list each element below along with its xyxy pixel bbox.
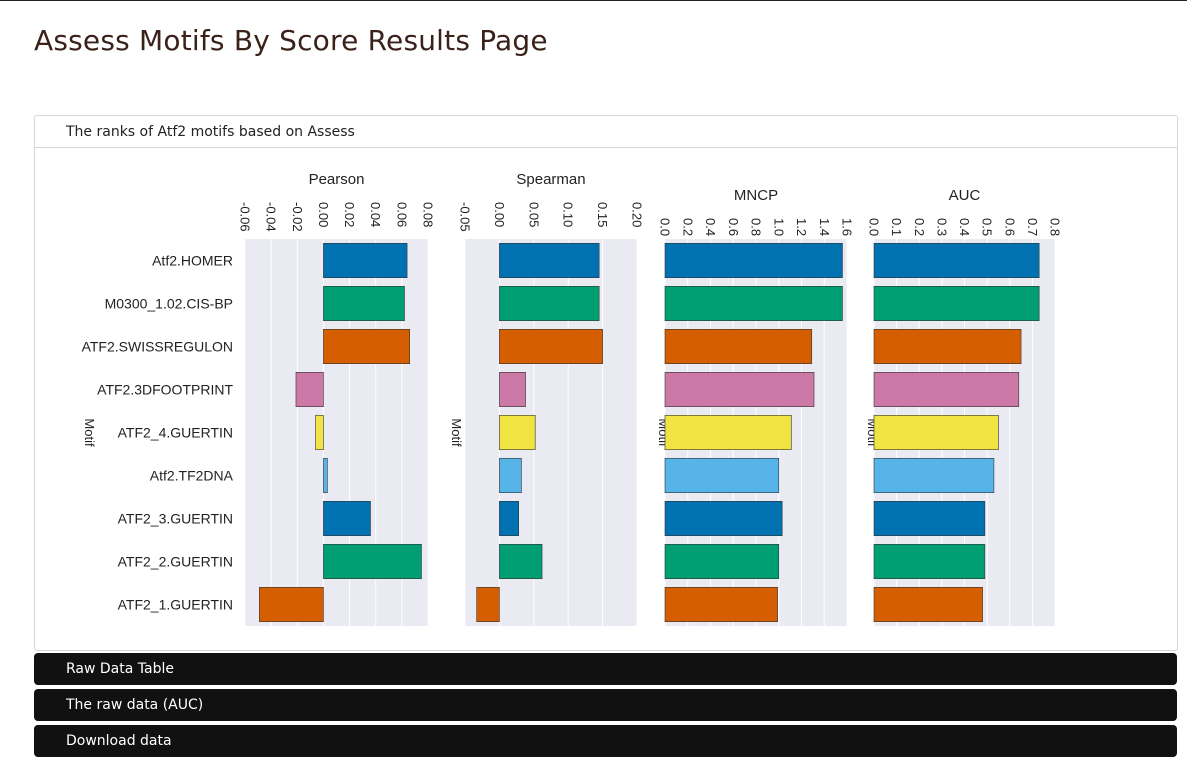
x-tick-label: 0.2 bbox=[912, 218, 927, 236]
bar bbox=[664, 500, 783, 536]
x-tick-label: 0.10 bbox=[561, 202, 576, 227]
bar bbox=[873, 415, 999, 451]
category-label: M0300_1.02.CIS-BP bbox=[105, 296, 233, 312]
x-tick-label: 0.4 bbox=[703, 218, 718, 236]
x-tick-label: 0.1 bbox=[889, 218, 904, 236]
category-label: ATF2.3DFOOTPRINT bbox=[97, 382, 233, 398]
x-tick-label: 0.3 bbox=[934, 218, 949, 236]
category-label: ATF2_1.GUERTIN bbox=[118, 597, 233, 613]
x-tick-label: 0.05 bbox=[526, 202, 541, 227]
bar bbox=[873, 500, 986, 536]
category-label: ATF2_2.GUERTIN bbox=[118, 554, 233, 570]
x-tick-label: 0.08 bbox=[421, 202, 436, 227]
bar bbox=[664, 457, 780, 493]
bar bbox=[499, 372, 526, 408]
x-tick-label: -0.02 bbox=[290, 202, 305, 232]
bar bbox=[664, 286, 843, 322]
bar bbox=[664, 586, 778, 622]
x-tick-label: 0.2 bbox=[680, 218, 695, 236]
bar bbox=[499, 543, 543, 579]
bar bbox=[499, 457, 522, 493]
panel-header[interactable]: The ranks of Atf2 motifs based on Assess bbox=[35, 116, 1177, 148]
bar bbox=[499, 329, 603, 365]
x-tick-label: -0.06 bbox=[238, 202, 253, 232]
category-label: ATF2.SWISSREGULON bbox=[82, 339, 233, 355]
bar bbox=[873, 286, 1040, 322]
bar bbox=[295, 372, 324, 408]
x-tick-label: 0.0 bbox=[867, 218, 882, 236]
x-tick-label: 1.4 bbox=[817, 218, 832, 236]
axis-title: MNCP bbox=[734, 187, 778, 204]
x-tick-label: 0.5 bbox=[980, 218, 995, 236]
bar bbox=[323, 329, 410, 365]
x-tick-label: 0.7 bbox=[1025, 218, 1040, 236]
bar bbox=[315, 415, 324, 451]
category-label: Atf2.HOMER bbox=[152, 253, 233, 269]
x-tick-label: 0.6 bbox=[1002, 218, 1017, 236]
bar bbox=[873, 543, 986, 579]
bar bbox=[499, 286, 600, 322]
bar bbox=[873, 329, 1022, 365]
bar bbox=[664, 329, 813, 365]
bar bbox=[873, 372, 1020, 408]
bar bbox=[323, 286, 405, 322]
bar bbox=[323, 500, 371, 536]
bar bbox=[499, 415, 536, 451]
category-label: Atf2.TF2DNA bbox=[150, 468, 234, 484]
bar bbox=[664, 543, 780, 579]
bar bbox=[664, 415, 792, 451]
x-tick-label: 1.6 bbox=[840, 218, 855, 236]
x-tick-label: -0.04 bbox=[264, 202, 279, 232]
raw-data-auc-accordion[interactable]: The raw data (AUC) bbox=[34, 689, 1177, 721]
axis-title: Spearman bbox=[516, 171, 585, 188]
bar bbox=[664, 243, 843, 279]
bar bbox=[323, 457, 328, 493]
x-tick-label: 0.00 bbox=[492, 202, 507, 227]
results-panel: The ranks of Atf2 motifs based on Assess… bbox=[34, 115, 1178, 651]
x-tick-label: 0.06 bbox=[394, 202, 409, 227]
x-tick-label: 0.02 bbox=[342, 202, 357, 227]
x-tick-label: 0.00 bbox=[316, 202, 331, 227]
bar bbox=[664, 372, 815, 408]
x-tick-label: 0.6 bbox=[726, 218, 741, 236]
bar bbox=[323, 243, 408, 279]
bar bbox=[873, 586, 983, 622]
y-axis-label: Motif bbox=[449, 418, 464, 447]
bar bbox=[499, 243, 600, 279]
x-tick-label: 0.4 bbox=[957, 218, 972, 236]
bar bbox=[323, 543, 422, 579]
bar bbox=[499, 500, 519, 536]
x-tick-label: 0.8 bbox=[1048, 218, 1063, 236]
bar bbox=[259, 586, 324, 622]
bar bbox=[873, 457, 995, 493]
x-tick-label: 0.04 bbox=[368, 202, 383, 227]
axis-title: Pearson bbox=[309, 171, 365, 188]
x-tick-label: 0.15 bbox=[595, 202, 610, 227]
bar bbox=[873, 243, 1040, 279]
x-tick-label: -0.05 bbox=[458, 202, 473, 232]
x-tick-label: 0.8 bbox=[749, 218, 764, 236]
x-tick-label: 0.20 bbox=[630, 202, 645, 227]
page-title: Assess Motifs By Score Results Page bbox=[34, 24, 548, 57]
chart-area: -0.06 -0.04 -0.02 0.00 0.02 0.04 0.06 0.08 Pears… bbox=[67, 164, 1073, 636]
axis-title: AUC bbox=[949, 187, 981, 204]
category-label: ATF2_3.GUERTIN bbox=[118, 511, 233, 527]
x-tick-label: 1.0 bbox=[771, 218, 786, 236]
bar bbox=[476, 586, 500, 622]
raw-data-table-accordion[interactable]: Raw Data Table bbox=[34, 653, 1177, 685]
download-data-accordion[interactable]: Download data bbox=[34, 725, 1177, 757]
x-tick-label: 1.2 bbox=[794, 218, 809, 236]
y-axis-label: Motif bbox=[82, 418, 97, 447]
x-tick-label: 0.0 bbox=[658, 218, 673, 236]
category-label: ATF2_4.GUERTIN bbox=[118, 425, 233, 441]
motif-ranks-chart: -0.06 -0.04 -0.02 0.00 0.02 0.04 0.06 0.08 Pears… bbox=[82, 171, 1063, 626]
